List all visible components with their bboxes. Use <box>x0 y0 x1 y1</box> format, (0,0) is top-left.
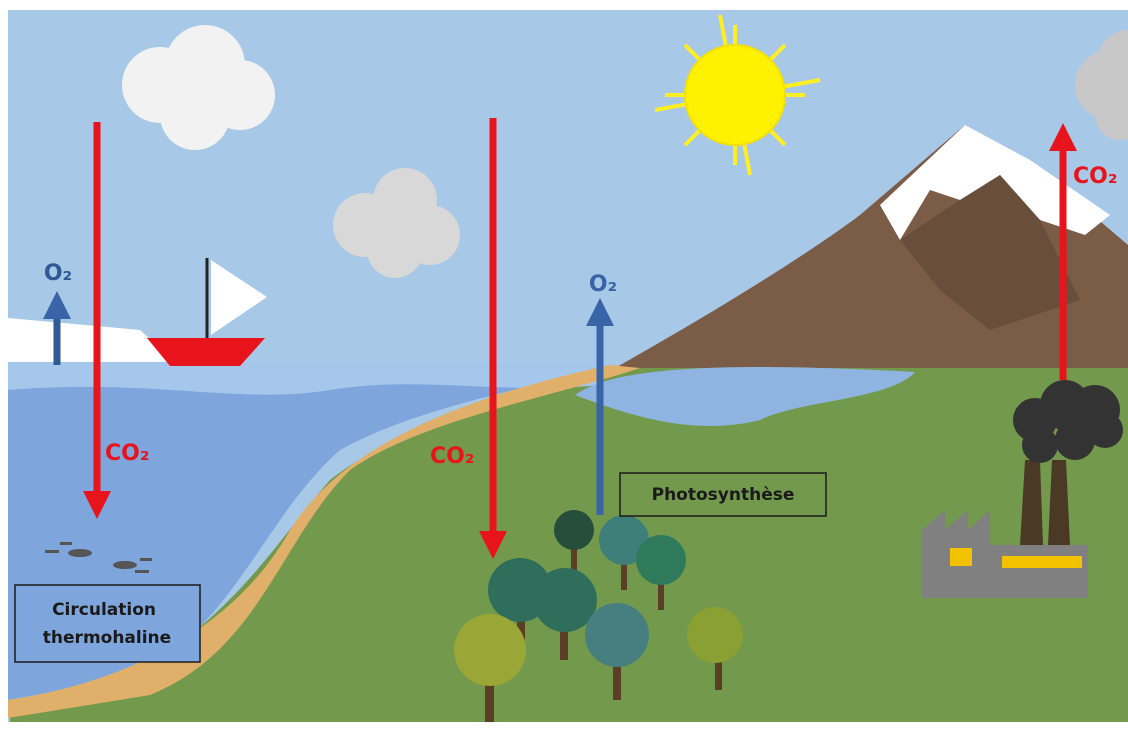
circulation-line: Circulation <box>52 600 156 620</box>
cloud <box>333 168 460 278</box>
sun <box>654 14 821 176</box>
factory <box>922 380 1123 598</box>
o2-label: O₂ <box>589 272 617 297</box>
snow-cap <box>880 125 1110 240</box>
label-box <box>14 584 201 663</box>
photosynthesis-label: Photosynthèse <box>652 485 795 505</box>
mountain-shade <box>900 175 1080 330</box>
fish <box>45 542 152 573</box>
circulation-label: Circulation thermohaline <box>43 600 171 648</box>
cloud <box>1075 30 1128 140</box>
o2-label: O₂ <box>44 261 72 286</box>
circulation-line: thermohaline <box>43 628 171 648</box>
co2-label: CO₂ <box>105 441 149 466</box>
boat <box>147 258 267 366</box>
label-box <box>619 472 827 517</box>
trees <box>454 510 743 722</box>
cloud <box>122 25 275 150</box>
co2-label: CO₂ <box>1073 164 1117 189</box>
lake <box>575 366 915 426</box>
ice <box>8 318 175 362</box>
sea-waves <box>8 362 610 395</box>
co2-label: CO₂ <box>430 444 474 469</box>
